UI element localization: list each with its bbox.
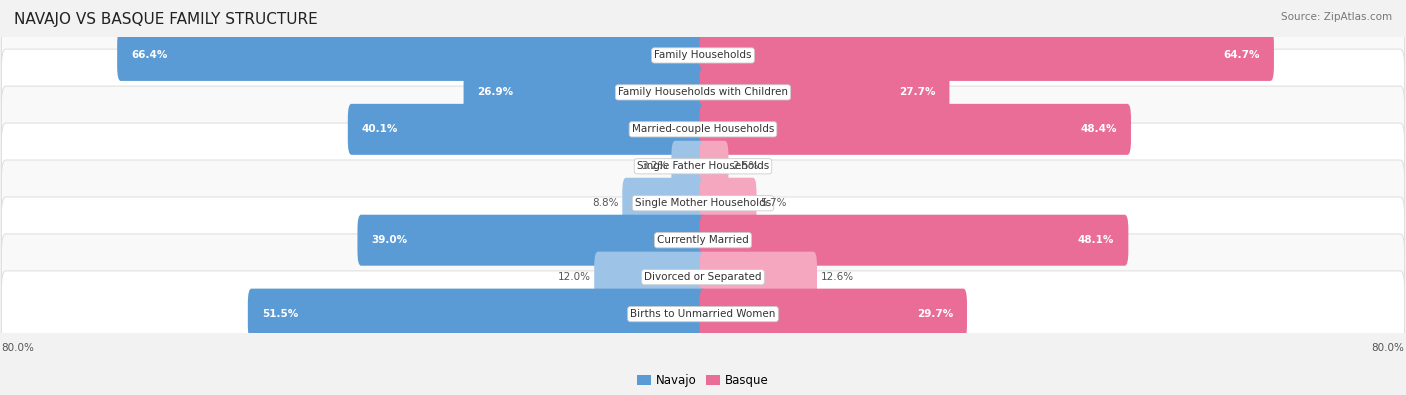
FancyBboxPatch shape [1,271,1405,357]
Text: Divorced or Separated: Divorced or Separated [644,272,762,282]
Text: 51.5%: 51.5% [262,309,298,319]
FancyBboxPatch shape [700,141,728,192]
FancyBboxPatch shape [700,104,1130,155]
Text: Currently Married: Currently Married [657,235,749,245]
Text: Births to Unmarried Women: Births to Unmarried Women [630,309,776,319]
Text: Source: ZipAtlas.com: Source: ZipAtlas.com [1281,12,1392,22]
FancyBboxPatch shape [1,86,1405,173]
FancyBboxPatch shape [1,49,1405,135]
FancyBboxPatch shape [1,234,1405,320]
FancyBboxPatch shape [700,289,967,340]
Text: Family Households: Family Households [654,51,752,60]
Text: 39.0%: 39.0% [371,235,408,245]
Text: NAVAJO VS BASQUE FAMILY STRUCTURE: NAVAJO VS BASQUE FAMILY STRUCTURE [14,12,318,27]
FancyBboxPatch shape [117,30,706,81]
Text: Single Mother Households: Single Mother Households [636,198,770,208]
FancyBboxPatch shape [1,12,1405,99]
Text: 12.6%: 12.6% [821,272,853,282]
Text: Single Father Households: Single Father Households [637,161,769,171]
Text: 5.7%: 5.7% [761,198,786,208]
FancyBboxPatch shape [1,160,1405,246]
Text: 27.7%: 27.7% [898,87,935,98]
Text: 3.2%: 3.2% [641,161,668,171]
Text: Family Households with Children: Family Households with Children [619,87,787,98]
Text: 48.4%: 48.4% [1080,124,1116,134]
FancyBboxPatch shape [595,252,706,303]
FancyBboxPatch shape [672,141,706,192]
FancyBboxPatch shape [623,178,706,229]
Legend: Navajo, Basque: Navajo, Basque [633,369,773,392]
Text: 29.7%: 29.7% [917,309,953,319]
FancyBboxPatch shape [247,289,706,340]
FancyBboxPatch shape [347,104,706,155]
FancyBboxPatch shape [700,252,817,303]
Text: 8.8%: 8.8% [592,198,619,208]
FancyBboxPatch shape [357,215,706,266]
Text: 80.0%: 80.0% [1372,343,1405,353]
FancyBboxPatch shape [700,30,1274,81]
FancyBboxPatch shape [700,67,949,118]
FancyBboxPatch shape [464,67,706,118]
FancyBboxPatch shape [700,215,1129,266]
Text: 12.0%: 12.0% [558,272,591,282]
Text: 64.7%: 64.7% [1223,51,1260,60]
Text: 66.4%: 66.4% [131,51,167,60]
Text: 80.0%: 80.0% [1,343,34,353]
FancyBboxPatch shape [1,123,1405,209]
FancyBboxPatch shape [1,197,1405,284]
Text: 40.1%: 40.1% [361,124,398,134]
Text: Married-couple Households: Married-couple Households [631,124,775,134]
Text: 48.1%: 48.1% [1078,235,1115,245]
FancyBboxPatch shape [700,178,756,229]
Text: 26.9%: 26.9% [478,87,513,98]
Text: 2.5%: 2.5% [733,161,758,171]
